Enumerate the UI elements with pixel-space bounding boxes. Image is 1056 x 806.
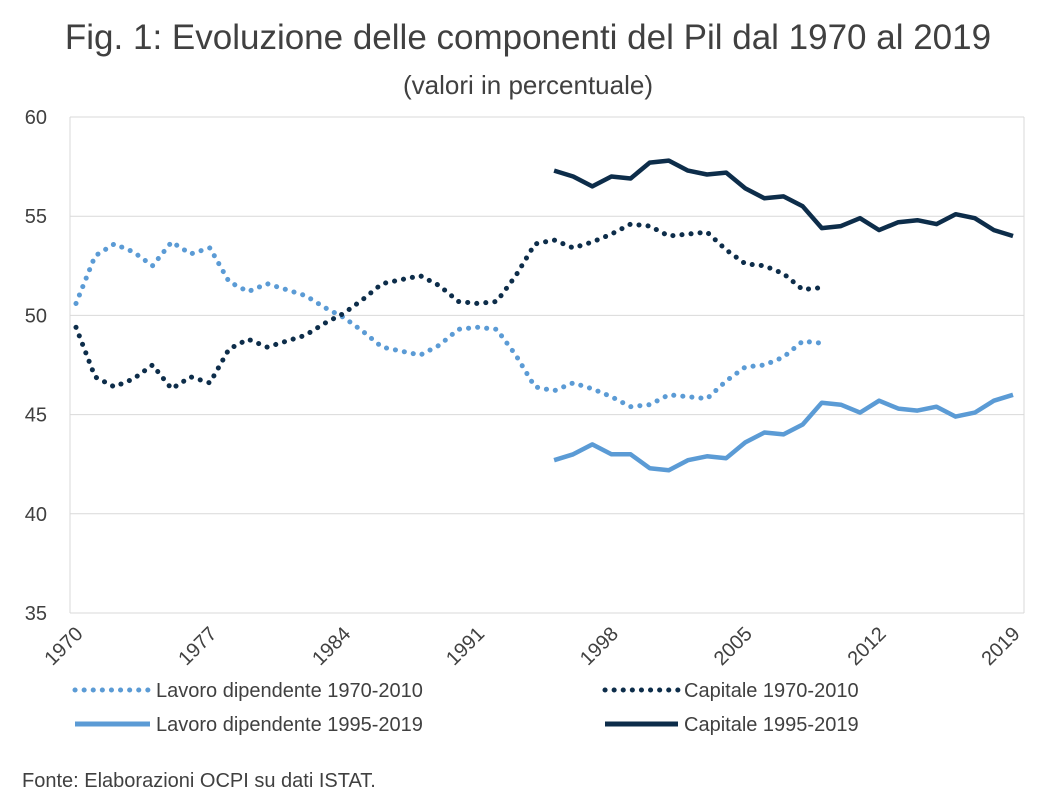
- legend-label: Lavoro dipendente 1995-2019: [156, 714, 423, 736]
- legend: Lavoro dipendente 1970-2010 Capitale 1970…: [72, 680, 859, 736]
- x-tick-label: 2012: [844, 623, 891, 670]
- x-tick-label: 1977: [174, 623, 221, 670]
- series-lines: [73, 158, 1014, 473]
- x-tick-label: 2005: [710, 623, 757, 670]
- chart-subtitle: (valori in percentuale): [402, 70, 653, 100]
- series-line-1: [73, 239, 825, 410]
- x-tick-label: 2019: [978, 623, 1025, 670]
- x-tick-label: 1970: [41, 623, 88, 670]
- x-axis: 1970 1977 1984 1991 1998 2005 2012 2019: [41, 623, 1025, 670]
- chart-title: Fig. 1: Evoluzione delle componenti del …: [64, 18, 992, 57]
- y-tick-label: 60: [25, 107, 47, 129]
- series-line-4: [553, 158, 1014, 239]
- y-tick-label: 50: [25, 305, 47, 327]
- x-tick-label: 1984: [308, 623, 355, 670]
- y-tick-label: 55: [25, 206, 47, 228]
- y-tick-label: 45: [25, 405, 47, 427]
- grid-lines: [69, 116, 1025, 614]
- series-line-3: [553, 392, 1014, 473]
- y-tick-label: 35: [25, 603, 47, 625]
- y-tick-label: 40: [25, 504, 47, 526]
- legend-label: Capitale 1970-2010: [684, 680, 859, 702]
- y-axis: 35 40 45 50 55 60: [25, 107, 47, 625]
- x-tick-label: 1991: [442, 623, 489, 670]
- legend-label: Capitale 1995-2019: [684, 714, 859, 736]
- legend-label: Lavoro dipendente 1970-2010: [156, 680, 423, 702]
- series-line-2: [73, 221, 825, 392]
- x-tick-label: 1998: [576, 623, 623, 670]
- source-note: Fonte: Elaborazioni OCPI su dati ISTAT.: [22, 770, 376, 792]
